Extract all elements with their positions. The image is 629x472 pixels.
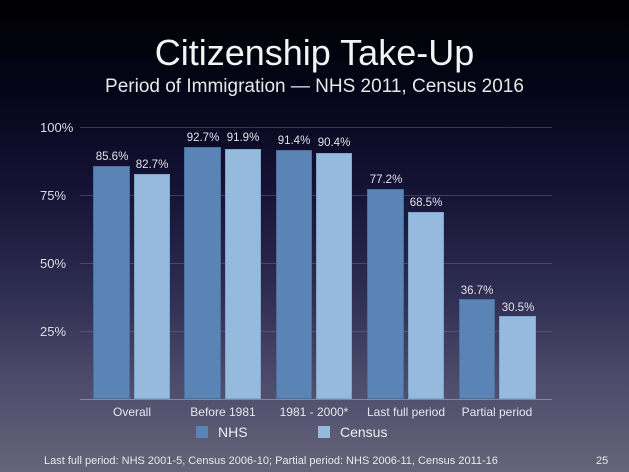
slide-title: Citizenship Take-Up [154, 32, 475, 73]
bar-census-overall [134, 174, 170, 399]
bar-nhs-1981-2000 [276, 150, 312, 399]
value-label-census-1981-2000: 90.4% [317, 137, 351, 149]
bar-nhs-partial-period [459, 299, 495, 399]
bar-census-last-full-period [408, 212, 444, 399]
x-label-1981-2000: 1981 - 2000* [279, 405, 349, 419]
bar-nhs-last-full-period [367, 189, 404, 399]
page-number: 25 [596, 455, 609, 467]
nhs-swatch-icon [196, 426, 208, 438]
bar-census-before-1981 [225, 149, 261, 399]
value-label-nhs-partial-period: 36.7% [460, 285, 494, 297]
slide-subtitle: Period of Immigration — NHS 2011, Census… [105, 76, 524, 97]
y-tick-25: 25% [40, 324, 67, 339]
footnote: Last full period: NHS 2001-5, Census 200… [44, 455, 498, 467]
bar-nhs-overall [93, 166, 130, 399]
legend-item-nhs: NHS [196, 424, 248, 440]
legend-item-census: Census [318, 424, 387, 440]
census-swatch-icon [318, 426, 330, 438]
y-tick-50: 50% [40, 256, 67, 271]
x-label-overall: Overall [112, 405, 151, 419]
value-label-nhs-overall: 85.6% [95, 151, 129, 163]
x-label-last-full-period: Last full period [366, 405, 446, 419]
bar-census-partial-period [499, 316, 536, 399]
y-tick-100: 100% [40, 120, 74, 135]
legend-label-nhs: NHS [218, 424, 248, 440]
value-label-nhs-last-full-period: 77.2% [369, 174, 403, 186]
value-label-census-before-1981: 91.9% [226, 132, 260, 144]
bar-nhs-before-1981 [184, 147, 221, 399]
y-tick-75: 75% [40, 188, 67, 203]
gridline-100 [80, 127, 552, 128]
value-label-census-partial-period: 30.5% [501, 302, 535, 314]
bar-census-1981-2000 [316, 153, 352, 399]
value-label-census-last-full-period: 68.5% [409, 197, 443, 209]
value-label-nhs-1981-2000: 91.4% [277, 135, 311, 147]
x-label-partial-period: Partial period [461, 405, 533, 419]
legend-label-census: Census [340, 424, 388, 440]
value-label-nhs-before-1981: 92.7% [186, 132, 220, 144]
x-axis-baseline [80, 399, 552, 400]
value-label-census-overall: 82.7% [135, 159, 169, 171]
x-label-before-1981: Before 1981 [190, 405, 256, 419]
